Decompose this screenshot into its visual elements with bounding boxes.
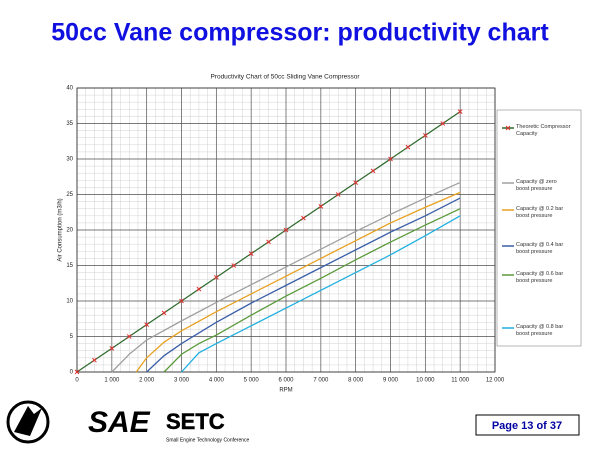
legend-marker [505, 125, 511, 131]
series-line [111, 181, 461, 373]
x-tick-label: 0 [75, 378, 79, 384]
slide-title: 50cc Vane compressor: productivity chart [51, 19, 549, 47]
data-marker [283, 227, 289, 233]
page-number: Page 13 of 37 [492, 420, 562, 432]
data-marker [457, 109, 463, 114]
series-line [181, 215, 461, 373]
y-tick-label: 30 [66, 157, 73, 163]
legend-entry: Capacity @ 0.4 bar boost pressure [516, 242, 564, 255]
data-marker [144, 322, 150, 327]
x-tick-label: 9 000 [383, 378, 399, 384]
y-axis-label: Air Consumption (m3/h) [58, 198, 64, 261]
x-tick-label: 3 000 [174, 378, 190, 384]
y-tick-label: 0 [70, 370, 74, 376]
data-marker [196, 286, 202, 292]
data-marker [266, 239, 271, 245]
data-marker [370, 168, 376, 174]
legend-entry: Theoretic Compressor Capacity [516, 124, 571, 137]
legend-label: Capacity @ zero boost pressure [516, 179, 557, 192]
x-tick-label: 5 000 [244, 378, 260, 384]
data-marker [179, 298, 184, 304]
data-marker [161, 310, 167, 316]
data-marker [405, 144, 411, 150]
legend-label: Capacity @ 0.4 bar boost pressure [516, 242, 564, 255]
data-marker [248, 251, 254, 256]
data-marker [74, 369, 80, 375]
x-tick-label: 1 000 [104, 378, 120, 384]
data-marker [231, 263, 237, 268]
setc-logo: SETC [166, 409, 225, 434]
legend-entry: Capacity @ 0.8 bar boost pressure [516, 324, 564, 337]
legend-box [496, 109, 582, 347]
x-tick-label: 8 000 [348, 378, 364, 384]
x-tick-label: 2 000 [139, 378, 155, 384]
data-marker [318, 204, 324, 209]
data-marker [388, 156, 393, 162]
legend-entry: Capacity @ 0.6 bar boost pressure [516, 271, 564, 284]
data-marker [109, 346, 115, 351]
x-tick-label: 12 000 [486, 378, 505, 384]
y-tick-label: 25 [66, 192, 73, 198]
legend-entry: Capacity @ 0.2 bar boost pressure [516, 206, 564, 219]
data-marker [353, 180, 359, 185]
legend-entry: Capacity @ zero boost pressure [516, 179, 557, 192]
plot-frame [76, 87, 496, 373]
setc-caption: Small Engine Technology Conference [166, 437, 250, 443]
y-tick-label: 20 [66, 228, 73, 234]
legend-label: Capacity @ 0.6 bar boost pressure [516, 271, 564, 284]
y-tick-label: 35 [66, 121, 73, 127]
y-tick-label: 15 [66, 263, 73, 269]
series-line [146, 197, 461, 373]
data-marker [126, 334, 132, 339]
x-tick-label: 6 000 [278, 378, 294, 384]
legend-label: Theoretic Compressor Capacity [516, 124, 571, 137]
sae-logo: SAE [88, 406, 151, 439]
chart-title: Productivity Chart of 50cc Sliding Vane … [210, 74, 360, 81]
series-line [135, 191, 461, 373]
y-tick-label: 5 [70, 334, 74, 340]
legend-label: Capacity @ 0.8 bar boost pressure [516, 324, 564, 337]
data-marker [440, 121, 446, 126]
data-marker [213, 275, 219, 280]
y-tick-label: 40 [66, 86, 73, 92]
page-box [475, 414, 580, 436]
x-tick-label: 10 000 [416, 378, 435, 384]
series-line [163, 208, 461, 373]
x-tick-label: 4 000 [209, 378, 225, 384]
x-axis-label: RPM [279, 388, 292, 394]
data-marker [301, 215, 306, 221]
data-marker [335, 192, 341, 197]
x-tick-label: 7 000 [313, 378, 329, 384]
legend-label: Capacity @ 0.2 bar boost pressure [516, 206, 564, 219]
x-tick-label: 11 000 [451, 378, 470, 384]
data-marker [92, 357, 97, 363]
logo-circle [6, 400, 50, 444]
data-marker [422, 133, 428, 138]
y-tick-label: 10 [66, 299, 73, 305]
